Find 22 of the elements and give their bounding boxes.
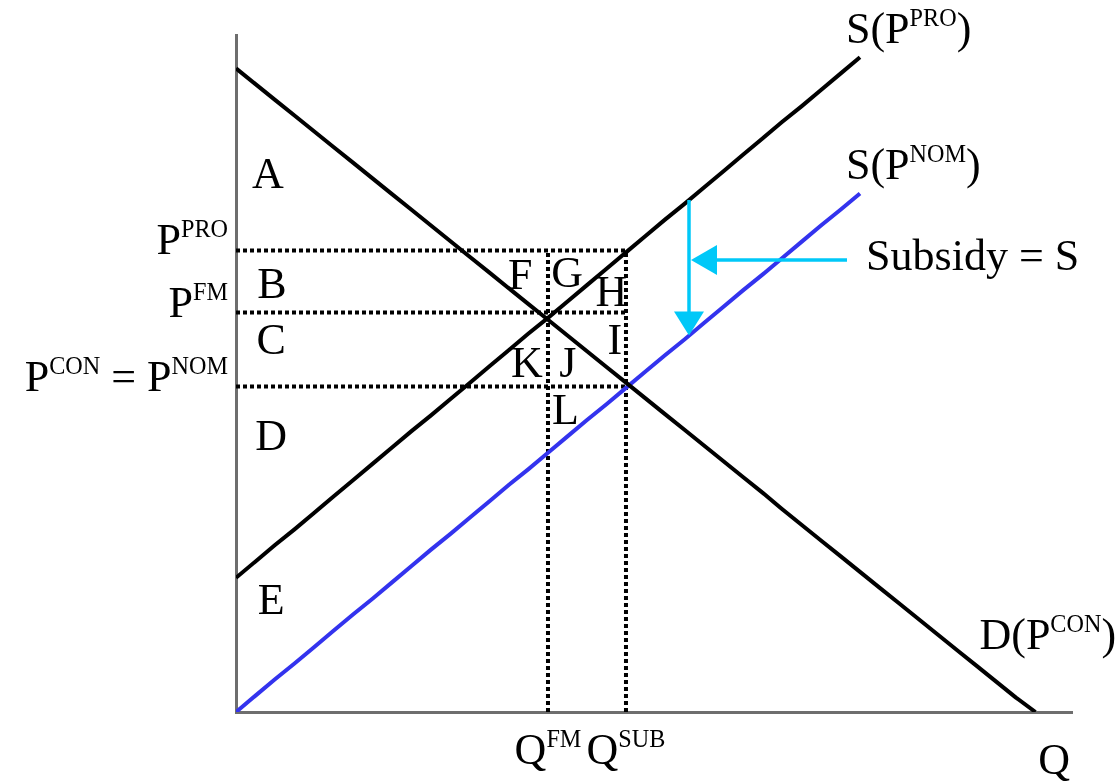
annotation: I xyxy=(607,315,623,365)
series-label: P$^{CON}$ = P$^{NOM}$ xyxy=(24,351,228,401)
annotation: E xyxy=(257,575,285,625)
series-label: P$^{FM}$ xyxy=(168,277,228,327)
x-tick-label: Q$^{SUB}$ xyxy=(586,725,666,774)
annotation: H xyxy=(595,267,628,317)
annotation: F xyxy=(507,250,533,300)
series-label: P$^{PRO}$ xyxy=(156,215,228,265)
series-label: D(P$^{CON}$) xyxy=(979,610,1117,659)
annotation: Subsidy = S xyxy=(866,230,1080,280)
annotation: C xyxy=(256,315,286,365)
annotation: J xyxy=(559,337,577,387)
x-tick-label: Q$^{FM}$ xyxy=(514,725,582,774)
annotation: L xyxy=(551,385,579,435)
annotation: B xyxy=(257,259,287,309)
series-label: S(P$^{NOM}$) xyxy=(845,140,981,190)
series-label: S(P$^{PRO}$) xyxy=(845,4,972,54)
x-axis-title: Q xyxy=(1038,735,1070,784)
annotation: K xyxy=(511,337,543,387)
annotation: A xyxy=(251,148,284,198)
annotation: D xyxy=(255,410,287,460)
annotation: G xyxy=(551,248,583,298)
